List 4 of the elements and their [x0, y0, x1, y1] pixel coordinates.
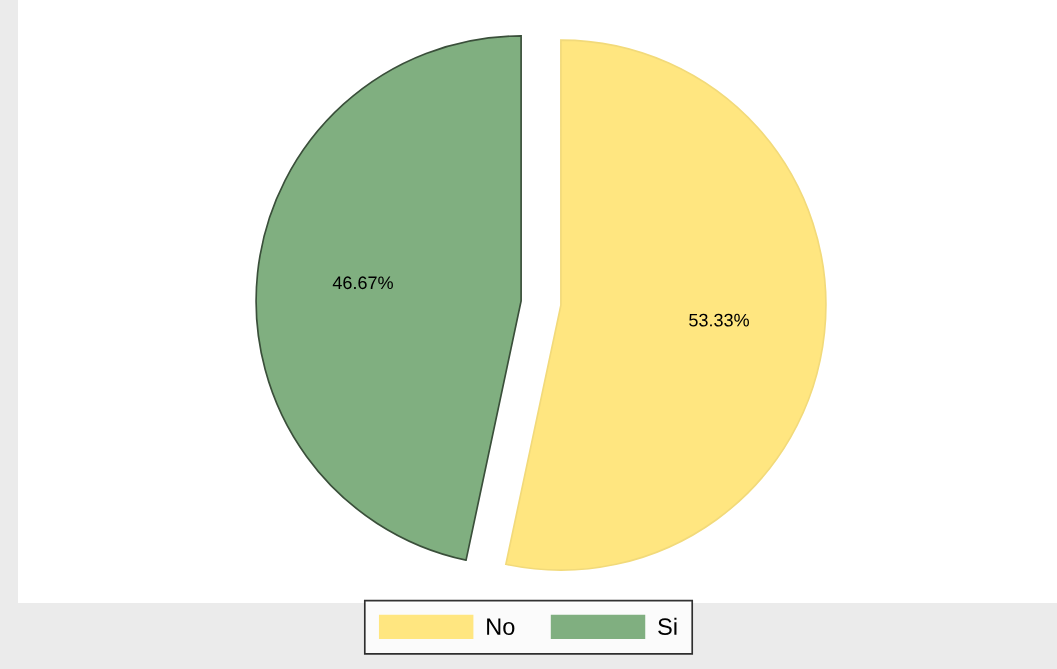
data-label: 53.33%: [689, 313, 749, 327]
data-label: 46.67%: [332, 276, 393, 290]
legend-label: Si: [658, 617, 677, 636]
legend-label: No: [487, 618, 515, 636]
